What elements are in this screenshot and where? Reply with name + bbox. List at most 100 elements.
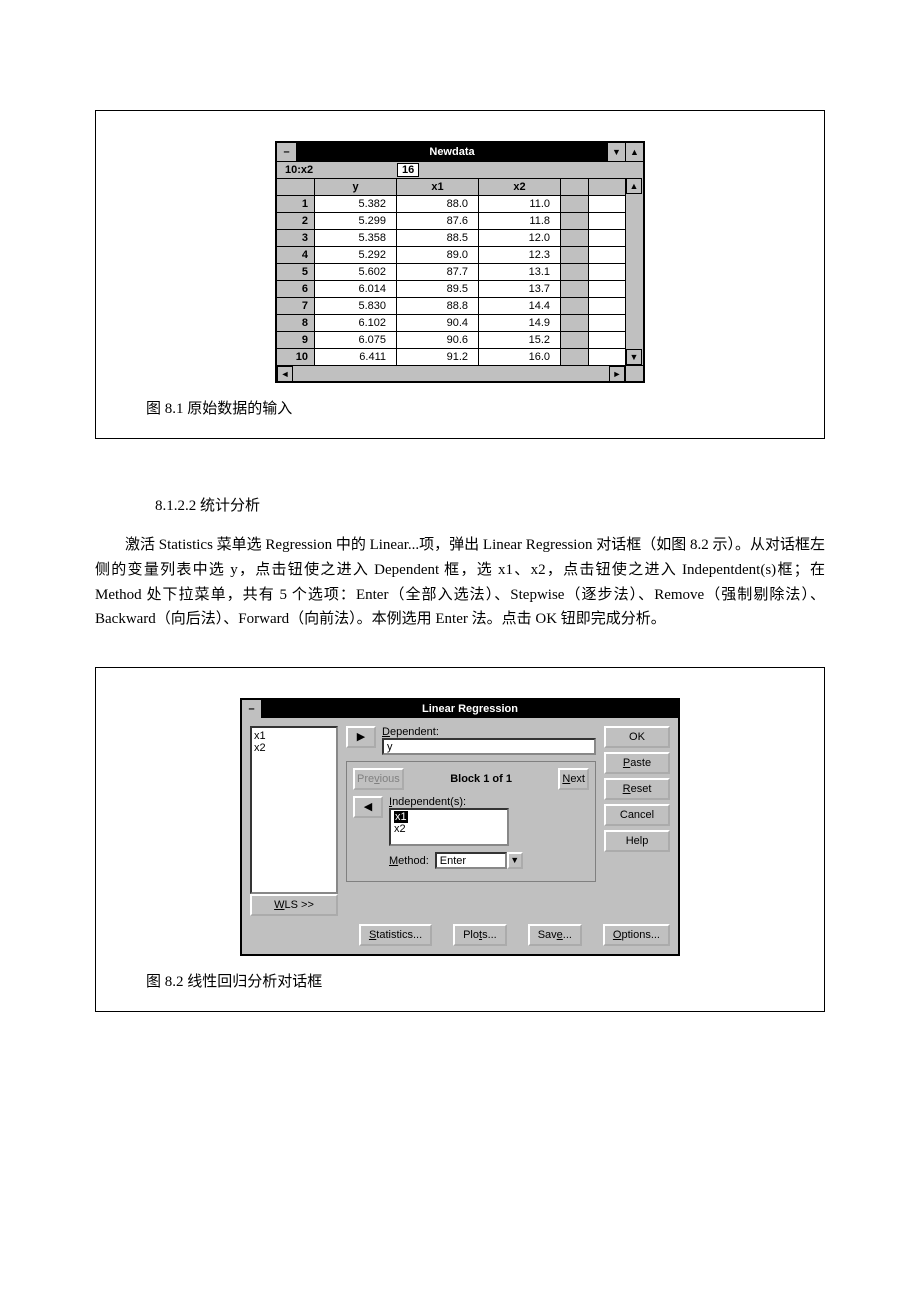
help-button[interactable]: Help xyxy=(604,830,670,852)
minimize-icon[interactable]: ▼ xyxy=(607,143,625,161)
row-header[interactable]: 4 xyxy=(277,247,315,263)
cancel-button[interactable]: Cancel xyxy=(604,804,670,826)
paste-button[interactable]: Paste xyxy=(604,752,670,774)
data-cell[interactable]: 5.358 xyxy=(315,230,397,246)
move-right-button[interactable]: ▶ xyxy=(346,726,376,748)
data-cell[interactable]: 90.6 xyxy=(397,332,479,348)
dialog-window: – Linear Regression x1 x2 WLS >> ▶ Depen… xyxy=(240,698,680,956)
list-item[interactable]: x1 xyxy=(254,730,334,742)
data-cell[interactable]: 90.4 xyxy=(397,315,479,331)
table-row: 25.29987.611.8 xyxy=(277,212,625,229)
data-cell[interactable]: 11.8 xyxy=(479,213,561,229)
wls-button[interactable]: WLS >> xyxy=(250,894,338,916)
table-row: 66.01489.513.7 xyxy=(277,280,625,297)
data-cell[interactable]: 87.6 xyxy=(397,213,479,229)
scroll-right-icon[interactable]: ► xyxy=(609,366,625,382)
data-cell[interactable]: 88.5 xyxy=(397,230,479,246)
data-cell[interactable]: 5.830 xyxy=(315,298,397,314)
row-header[interactable]: 9 xyxy=(277,332,315,348)
data-cell[interactable]: 89.5 xyxy=(397,281,479,297)
list-item[interactable]: x2 xyxy=(254,742,334,754)
chevron-down-icon[interactable]: ▼ xyxy=(507,852,523,869)
data-cell[interactable]: 5.299 xyxy=(315,213,397,229)
row-header[interactable]: 5 xyxy=(277,264,315,280)
row-header[interactable]: 2 xyxy=(277,213,315,229)
independent-label: Independent(s): xyxy=(389,796,509,808)
row-header[interactable]: 8 xyxy=(277,315,315,331)
maximize-icon[interactable]: ▲ xyxy=(625,143,643,161)
block-panel: Previous Block 1 of 1 Next ◀ Independent… xyxy=(346,761,596,882)
list-item[interactable]: x2 xyxy=(394,823,504,835)
header-row: y x1 x2 xyxy=(277,178,625,195)
block-label: Block 1 of 1 xyxy=(410,773,553,785)
method-value[interactable]: Enter xyxy=(435,852,507,869)
next-button[interactable]: Next xyxy=(558,768,589,790)
data-cell[interactable]: 5.602 xyxy=(315,264,397,280)
reset-button[interactable]: Reset xyxy=(604,778,670,800)
statistics-button[interactable]: Statistics... xyxy=(359,924,432,946)
scroll-up-icon[interactable]: ▲ xyxy=(626,178,642,194)
ok-button[interactable]: OK xyxy=(604,726,670,748)
list-item[interactable]: x1 xyxy=(394,811,408,823)
previous-button[interactable]: Previous xyxy=(353,768,404,790)
scroll-down-icon[interactable]: ▼ xyxy=(626,349,642,365)
col-header[interactable]: y xyxy=(315,179,397,195)
data-cell[interactable]: 13.7 xyxy=(479,281,561,297)
data-cell[interactable]: 88.8 xyxy=(397,298,479,314)
figure-caption: 图 8.1 原始数据的输入 xyxy=(146,397,784,418)
row-header[interactable]: 3 xyxy=(277,230,315,246)
data-cell[interactable]: 16.0 xyxy=(479,349,561,365)
table-row: 96.07590.615.2 xyxy=(277,331,625,348)
data-cell[interactable]: 6.014 xyxy=(315,281,397,297)
row-header[interactable]: 1 xyxy=(277,196,315,212)
formula-bar: 10:x2 16 xyxy=(277,161,643,178)
system-menu-icon[interactable]: – xyxy=(277,143,297,161)
data-cell[interactable]: 87.7 xyxy=(397,264,479,280)
data-cell[interactable]: 12.0 xyxy=(479,230,561,246)
method-combo[interactable]: Enter ▼ xyxy=(435,852,523,869)
move-left-button[interactable]: ◀ xyxy=(353,796,383,818)
data-cell[interactable]: 91.2 xyxy=(397,349,479,365)
data-cell[interactable]: 14.4 xyxy=(479,298,561,314)
data-grid: y x1 x2 15.38288.011.025.29987.611.835.3… xyxy=(277,178,625,365)
blank-cell xyxy=(561,315,589,331)
table-row: 35.35888.512.0 xyxy=(277,229,625,246)
data-cell[interactable]: 6.102 xyxy=(315,315,397,331)
section-heading: 8.1.2.2 统计分析 xyxy=(155,494,825,515)
cell-value-box[interactable]: 16 xyxy=(397,163,419,177)
vertical-scrollbar[interactable]: ▲ ▼ xyxy=(625,178,643,365)
dependent-field[interactable]: y xyxy=(382,738,596,755)
data-cell[interactable]: 13.1 xyxy=(479,264,561,280)
dialog-title: Linear Regression xyxy=(262,700,678,718)
blank-cell xyxy=(561,298,589,314)
data-cell[interactable]: 5.382 xyxy=(315,196,397,212)
blank-cell xyxy=(561,349,589,365)
scroll-left-icon[interactable]: ◄ xyxy=(277,366,293,382)
data-cell[interactable]: 6.411 xyxy=(315,349,397,365)
row-header[interactable]: 6 xyxy=(277,281,315,297)
method-label: Method: xyxy=(389,855,429,867)
variable-listbox[interactable]: x1 x2 xyxy=(250,726,338,894)
data-cell[interactable]: 15.2 xyxy=(479,332,561,348)
data-cell[interactable]: 5.292 xyxy=(315,247,397,263)
titlebar: – Newdata ▼ ▲ xyxy=(277,143,643,161)
horizontal-scrollbar[interactable]: ◄ ► xyxy=(277,365,643,381)
data-cell[interactable]: 89.0 xyxy=(397,247,479,263)
plots-button[interactable]: Plots... xyxy=(453,924,507,946)
data-cell[interactable]: 14.9 xyxy=(479,315,561,331)
corner-cell xyxy=(277,179,315,195)
data-cell[interactable]: 12.3 xyxy=(479,247,561,263)
data-cell[interactable]: 11.0 xyxy=(479,196,561,212)
row-header[interactable]: 10 xyxy=(277,349,315,365)
data-cell[interactable]: 88.0 xyxy=(397,196,479,212)
data-cell[interactable]: 6.075 xyxy=(315,332,397,348)
system-menu-icon[interactable]: – xyxy=(242,700,262,718)
independent-listbox[interactable]: x1 x2 xyxy=(389,808,509,846)
col-header[interactable]: x1 xyxy=(397,179,479,195)
table-row: 75.83088.814.4 xyxy=(277,297,625,314)
options-button[interactable]: Options... xyxy=(603,924,670,946)
row-header[interactable]: 7 xyxy=(277,298,315,314)
save-button[interactable]: Save... xyxy=(528,924,582,946)
table-row: 45.29289.012.3 xyxy=(277,246,625,263)
col-header[interactable]: x2 xyxy=(479,179,561,195)
